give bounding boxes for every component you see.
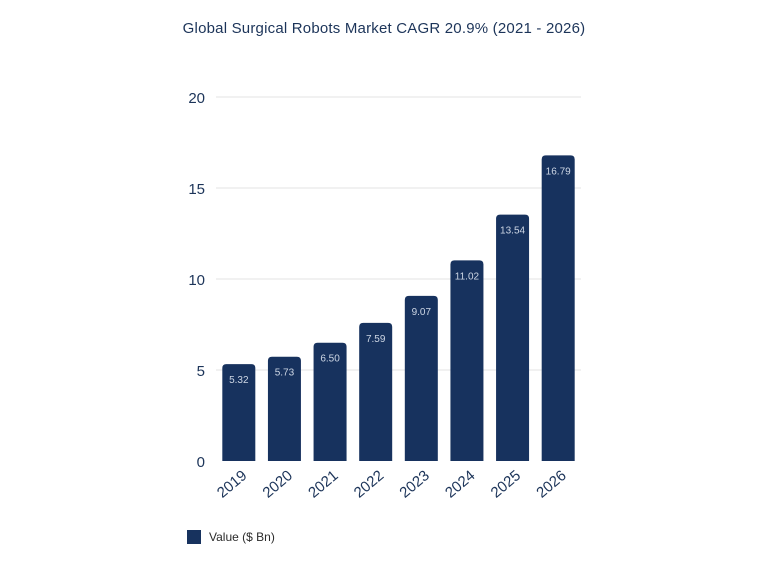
- x-tick-label: 2020: [260, 467, 296, 501]
- bar-2019: [222, 364, 256, 461]
- bar-value-label: 11.02: [455, 271, 480, 282]
- legend-label: Value ($ Bn): [209, 530, 275, 544]
- bar-value-label: 16.79: [546, 166, 571, 177]
- legend-swatch: [187, 530, 201, 544]
- bar-value-label: 7.59: [366, 334, 386, 345]
- bar-2026: [541, 155, 575, 461]
- bar-value-label: 6.50: [320, 354, 340, 365]
- legend: Value ($ Bn): [187, 530, 275, 544]
- y-tick-label: 0: [197, 454, 205, 471]
- y-tick-label: 5: [197, 363, 205, 380]
- bar-value-label: 5.73: [275, 368, 295, 379]
- x-tick-label: 2023: [396, 467, 432, 501]
- x-tick-label: 2019: [214, 467, 250, 501]
- bar-2022: [359, 322, 393, 461]
- x-tick-label: 2021: [305, 467, 341, 501]
- y-tick-label: 15: [188, 181, 205, 198]
- y-tick-label: 10: [188, 272, 205, 289]
- bar-2025: [496, 214, 530, 461]
- bar-2023: [404, 295, 438, 461]
- x-tick-label: 2022: [351, 467, 387, 501]
- bar-value-label: 9.07: [412, 307, 432, 318]
- bar-value-label: 13.54: [500, 226, 525, 237]
- x-tick-label: 2024: [442, 467, 478, 501]
- bar-2021: [313, 342, 347, 461]
- chart-title: Global Surgical Robots Market CAGR 20.9%…: [182, 20, 586, 37]
- x-tick-label: 2026: [533, 467, 569, 501]
- bar-value-label: 5.32: [229, 375, 249, 386]
- y-tick-label: 20: [188, 90, 205, 107]
- bar-2024: [450, 260, 484, 461]
- x-tick-label: 2025: [488, 467, 524, 501]
- bar-2020: [267, 356, 301, 461]
